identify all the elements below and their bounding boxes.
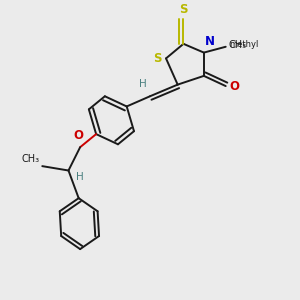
Text: H: H — [139, 79, 147, 89]
Text: S: S — [179, 3, 188, 16]
Text: O: O — [74, 129, 84, 142]
Text: O: O — [229, 80, 239, 93]
Text: CH₃: CH₃ — [21, 154, 39, 164]
Text: N: N — [205, 35, 215, 48]
Text: CH₃: CH₃ — [228, 40, 246, 50]
Text: S: S — [154, 52, 162, 65]
Text: H: H — [76, 172, 83, 182]
Text: methyl: methyl — [229, 40, 259, 49]
